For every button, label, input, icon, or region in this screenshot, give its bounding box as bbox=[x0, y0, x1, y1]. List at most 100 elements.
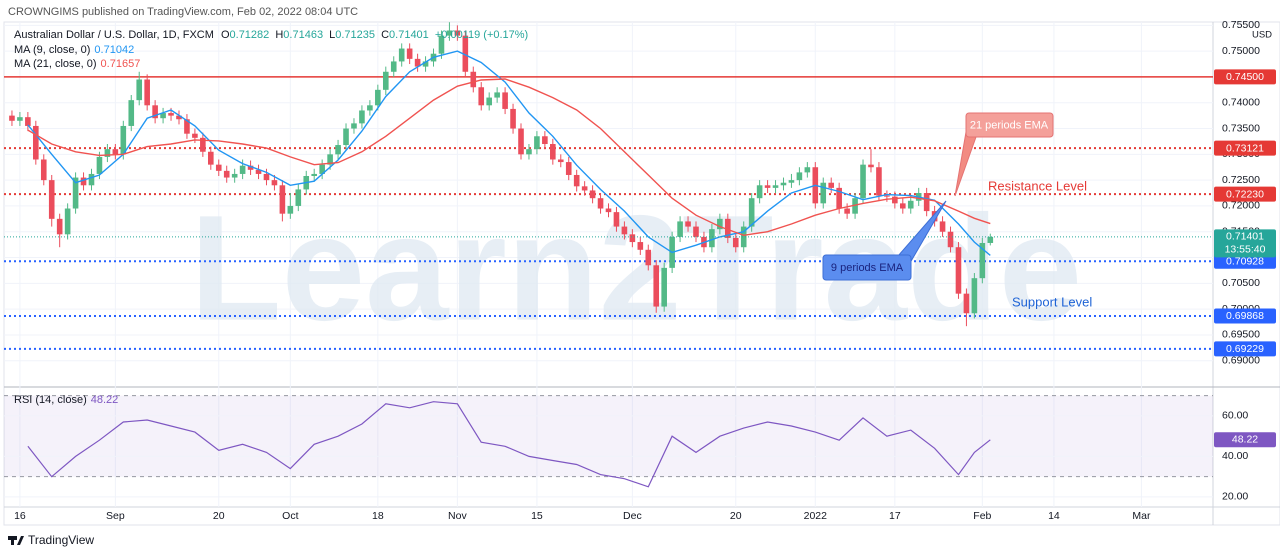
candle-body bbox=[104, 149, 111, 157]
candle-body bbox=[446, 30, 453, 36]
rsi-value-tag bbox=[1214, 432, 1276, 448]
candle-body bbox=[605, 208, 612, 213]
candle-body bbox=[215, 164, 222, 171]
ohlc-value: 0.71463 bbox=[283, 29, 323, 41]
chart-frame bbox=[3, 21, 1280, 526]
ma21-value: 0.71657 bbox=[101, 58, 141, 70]
candle-body bbox=[351, 123, 357, 129]
ma-line bbox=[27, 50, 991, 256]
candle-body bbox=[319, 164, 325, 174]
candle-body bbox=[653, 265, 660, 307]
x-tick-label: 20 bbox=[213, 510, 225, 522]
y-tick-label: 20.00 bbox=[1222, 491, 1248, 503]
candle-body bbox=[589, 190, 596, 199]
candle-body bbox=[677, 221, 683, 237]
ohlc-key: H bbox=[275, 29, 283, 41]
candle-body bbox=[144, 79, 150, 106]
candle-body bbox=[136, 79, 143, 101]
candle-body bbox=[64, 208, 71, 235]
candle-body bbox=[828, 182, 835, 188]
logo-part bbox=[11, 536, 14, 545]
candle-body bbox=[9, 115, 15, 121]
candle-body bbox=[494, 92, 500, 98]
candle-body bbox=[907, 200, 914, 209]
candle-body bbox=[359, 110, 365, 124]
ohlc-value: 0.71282 bbox=[230, 29, 270, 41]
candle-body bbox=[534, 136, 540, 150]
candle-body bbox=[295, 189, 302, 206]
ma21-name: MA (21, close, 0) bbox=[14, 58, 97, 70]
grid-layer bbox=[4, 22, 1213, 507]
candle-body bbox=[390, 61, 397, 72]
ohlc-value: 0.71235 bbox=[335, 29, 375, 41]
x-tick-label: 16 bbox=[14, 510, 26, 522]
y-tick-label: 0.70500 bbox=[1222, 277, 1260, 289]
candle-body bbox=[645, 249, 652, 266]
candle-body bbox=[836, 187, 842, 209]
ohlc-key: L bbox=[329, 29, 335, 41]
candle-body bbox=[892, 196, 898, 204]
candle-body bbox=[637, 242, 644, 250]
ma9-name: MA (9, close, 0) bbox=[14, 44, 90, 56]
candle-body bbox=[40, 159, 47, 181]
price-line-label: 0.74500 bbox=[1226, 71, 1264, 83]
candle-body bbox=[764, 185, 771, 188]
candle-body bbox=[597, 198, 604, 209]
candle-body bbox=[884, 195, 890, 197]
candle-body bbox=[876, 167, 882, 196]
x-tick-label: 20 bbox=[730, 510, 742, 522]
candle-body bbox=[661, 267, 667, 307]
price-line-label: 0.69229 bbox=[1226, 343, 1264, 355]
x-tick-label: 2022 bbox=[804, 510, 828, 522]
candle-body bbox=[462, 35, 469, 72]
candle-body bbox=[335, 145, 341, 155]
candle-body bbox=[478, 87, 485, 106]
price-line-label: 0.73121 bbox=[1226, 142, 1264, 154]
y-tick-label: 60.00 bbox=[1222, 410, 1248, 422]
y-tick-label: 40.00 bbox=[1222, 450, 1248, 462]
candle-body bbox=[112, 149, 119, 155]
candle-body bbox=[247, 165, 254, 170]
y-tick-label: 0.73500 bbox=[1222, 122, 1260, 134]
candle-body bbox=[685, 221, 691, 227]
candle-body bbox=[486, 97, 492, 106]
price-line-tag bbox=[1214, 140, 1276, 156]
support-label: Support Level bbox=[1012, 294, 1092, 309]
candle-body bbox=[454, 30, 461, 36]
candle-body bbox=[844, 208, 850, 214]
ohlc-value: 0.71401 bbox=[389, 29, 429, 41]
candle-body bbox=[255, 169, 262, 174]
candle-body bbox=[820, 182, 827, 204]
candle-body bbox=[732, 237, 739, 248]
x-tick-label: 18 bbox=[372, 510, 384, 522]
rsi-legend: RSI (14, close) 48.22 bbox=[14, 394, 118, 406]
candle-body bbox=[152, 105, 158, 119]
symbol-legend: Australian Dollar / U.S. Dollar, 1D, FXC… bbox=[14, 29, 528, 41]
candle-body bbox=[168, 113, 174, 116]
candle-body bbox=[971, 278, 978, 314]
candle-body bbox=[502, 92, 508, 109]
x-tick-label: Oct bbox=[282, 510, 298, 522]
candle-body bbox=[231, 173, 238, 178]
candle-body bbox=[868, 164, 874, 168]
candle-body bbox=[772, 185, 779, 188]
candle-body bbox=[200, 137, 206, 152]
candle-body bbox=[987, 236, 994, 243]
y-tick-label: 0.69500 bbox=[1222, 329, 1260, 341]
x-tick-label: 15 bbox=[531, 510, 543, 522]
candle-body bbox=[947, 231, 954, 248]
rsi-name: RSI (14, close) bbox=[14, 394, 87, 406]
price-line-tag bbox=[1214, 69, 1276, 85]
ohlc-key: O bbox=[221, 29, 230, 41]
x-tick-label: Mar bbox=[1132, 510, 1151, 522]
candle-body bbox=[382, 71, 389, 90]
candle-body bbox=[120, 125, 127, 155]
candle-body bbox=[406, 48, 413, 59]
candle-body bbox=[96, 156, 103, 174]
price-line-tag bbox=[1214, 341, 1276, 357]
candle-body bbox=[414, 58, 421, 67]
y-tick-label: 0.75500 bbox=[1222, 19, 1260, 31]
candle-body bbox=[804, 167, 811, 173]
candle-body bbox=[748, 198, 755, 227]
